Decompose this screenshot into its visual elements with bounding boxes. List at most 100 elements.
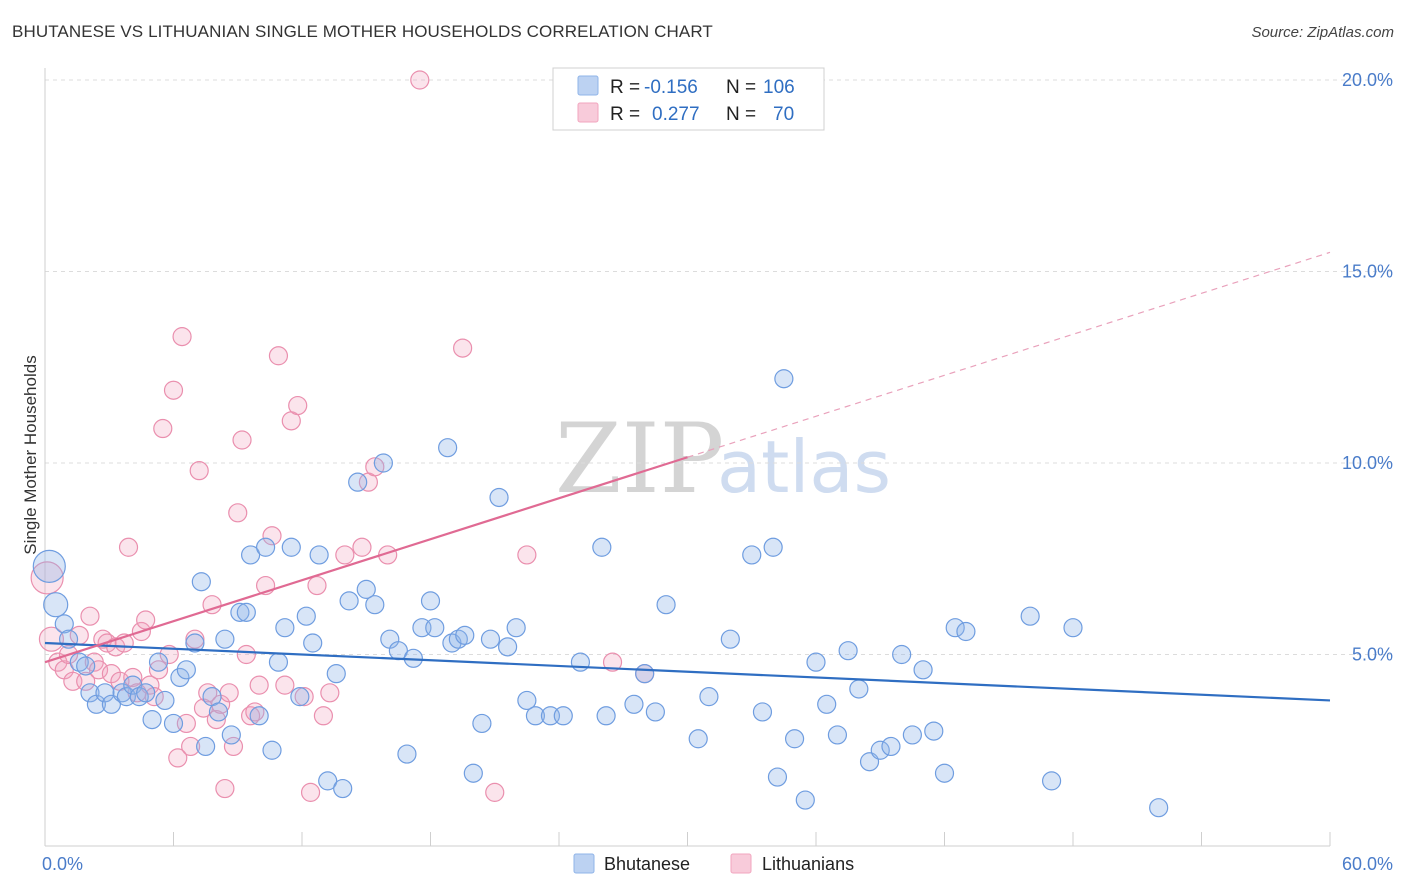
bhutanese-point-89 xyxy=(838,641,858,661)
bhutanese-point-54 xyxy=(420,591,441,611)
bhutanese-point-66 xyxy=(517,690,537,711)
lithuanians-point-50 xyxy=(268,346,289,366)
bottom-legend-label-lithuanians: Lithuanians xyxy=(762,854,854,874)
correlation-legend: R = -0.156 N = 106 R = 0.277 N = 70 xyxy=(552,67,825,131)
legend-n-value-lithuanians: 70 xyxy=(773,104,794,125)
lithuanians-point-37 xyxy=(206,710,226,730)
lithuanians-point-57 xyxy=(313,706,334,726)
bhutanese-point-105 xyxy=(596,706,616,726)
lithuanians-point-55 xyxy=(300,782,321,802)
bhutanese-point-46 xyxy=(356,579,376,599)
lithuanians-point-47 xyxy=(249,675,269,695)
bhutanese-point-5 xyxy=(76,656,96,676)
bhutanese-point-92 xyxy=(870,740,890,760)
bottom-legend-swatch-bhutanese xyxy=(573,853,595,874)
lithuanians-point-0 xyxy=(30,561,64,595)
lithuanians-point-58 xyxy=(320,683,340,703)
bhutanese-point-84 xyxy=(784,729,805,749)
lithuanians-point-40 xyxy=(219,683,239,703)
bhutanese-point-60 xyxy=(463,763,483,783)
bhutanese-point-104 xyxy=(1149,798,1169,818)
trend-lines xyxy=(44,251,1331,702)
lithuanians-points xyxy=(30,70,655,802)
bottom-legend-label-bhutanese: Bhutanese xyxy=(604,854,690,874)
chart-title: BHUTANESE VS LITHUANIAN SINGLE MOTHER HO… xyxy=(12,22,713,41)
bhutanese-point-32 xyxy=(255,537,276,557)
bhutanese-point-47 xyxy=(365,595,385,615)
bhutanese-point-43 xyxy=(333,778,353,799)
lithuanians-point-28 xyxy=(168,748,188,768)
bhutanese-point-64 xyxy=(498,637,518,657)
bhutanese-point-75 xyxy=(656,595,676,615)
lithuanians-point-17 xyxy=(118,537,139,557)
lithuanians-point-43 xyxy=(232,430,252,450)
bhutanese-point-96 xyxy=(913,660,933,680)
bhutanese-point-102 xyxy=(1041,771,1062,791)
legend-r-label-2: R = xyxy=(610,104,640,125)
bhutanese-point-70 xyxy=(570,652,591,672)
bhutanese-point-98 xyxy=(934,763,955,783)
lithuanians-point-33 xyxy=(189,461,209,481)
lithuanians-point-64 xyxy=(410,70,430,90)
lithuanians-point-66 xyxy=(485,782,505,802)
source-credit: Source: ZipAtlas.com xyxy=(1251,24,1394,41)
legend-swatch-lithuanians xyxy=(577,102,599,123)
lithuanians-point-67 xyxy=(517,545,537,565)
bhutanese-point-79 xyxy=(742,545,762,565)
watermark-zip: ZIP xyxy=(555,403,724,515)
bhutanese-point-17 xyxy=(155,690,175,711)
lithuanians-point-49 xyxy=(262,526,282,546)
lithuanians-point-26 xyxy=(159,644,179,665)
bhutanese-point-81 xyxy=(763,537,783,557)
bhutanese-point-59 xyxy=(455,625,475,645)
tick-labels: 5.0% 10.0% 15.0% 20.0% 0.0% 60.0% xyxy=(42,70,1393,874)
bhutanese-point-74 xyxy=(645,702,665,722)
bhutanese-point-22 xyxy=(191,572,211,592)
y-tick-label-15: 15.0% xyxy=(1342,262,1393,282)
bhutanese-point-45 xyxy=(348,472,368,492)
lithuanians-point-7 xyxy=(76,671,96,691)
legend-n-label-2: N = xyxy=(726,104,756,125)
bhutanese-point-40 xyxy=(309,545,329,565)
bhutanese-point-63 xyxy=(489,487,509,508)
bhutanese-point-0 xyxy=(32,549,66,584)
lithuanians-point-18 xyxy=(123,667,143,688)
bhutanese-point-31 xyxy=(249,706,269,726)
series-legend: Bhutanese Lithuanians xyxy=(573,853,854,874)
bhutanese-point-26 xyxy=(215,629,235,649)
lithuanians-point-65 xyxy=(453,338,473,358)
bhutanese-point-16 xyxy=(148,652,169,672)
y-tick-label-10: 10.0% xyxy=(1342,453,1393,473)
legend-r-value-bhutanese: -0.156 xyxy=(644,77,698,98)
lithuanians-point-39 xyxy=(215,778,235,799)
lithuanians-point-59 xyxy=(335,545,355,565)
bhutanese-point-93 xyxy=(881,736,901,757)
bhutanese-point-83 xyxy=(774,369,794,389)
x-tick-label-min: 0.0% xyxy=(42,854,83,874)
lithuanians-point-53 xyxy=(288,395,308,416)
bhutanese-point-42 xyxy=(326,664,346,684)
bhutanese-points xyxy=(32,369,1169,818)
lithuanians-trend-extension xyxy=(687,251,1331,458)
bhutanese-point-55 xyxy=(425,618,445,638)
x-tick-label-max: 60.0% xyxy=(1342,854,1393,874)
bhutanese-point-28 xyxy=(230,602,250,622)
lithuanians-point-21 xyxy=(136,610,156,630)
lithuanians-point-10 xyxy=(88,660,109,680)
gridlines xyxy=(45,79,1392,655)
bhutanese-point-78 xyxy=(720,629,740,649)
bhutanese-point-101 xyxy=(1020,606,1040,626)
bhutanese-point-29 xyxy=(236,602,256,622)
bhutanese-point-90 xyxy=(849,679,869,699)
lithuanians-point-27 xyxy=(163,380,184,400)
legend-n-value-bhutanese: 106 xyxy=(763,77,795,98)
bhutanese-point-14 xyxy=(136,683,156,703)
bhutanese-point-30 xyxy=(241,545,261,565)
bhutanese-point-51 xyxy=(397,744,417,764)
legend-r-label-1: R = xyxy=(610,77,640,98)
bhutanese-point-44 xyxy=(339,591,359,611)
lithuanians-point-68 xyxy=(602,652,623,672)
legend-r-value-lithuanians: 0.277 xyxy=(652,104,700,125)
lithuanians-point-1 xyxy=(38,626,65,652)
bhutanese-point-94 xyxy=(892,644,912,665)
